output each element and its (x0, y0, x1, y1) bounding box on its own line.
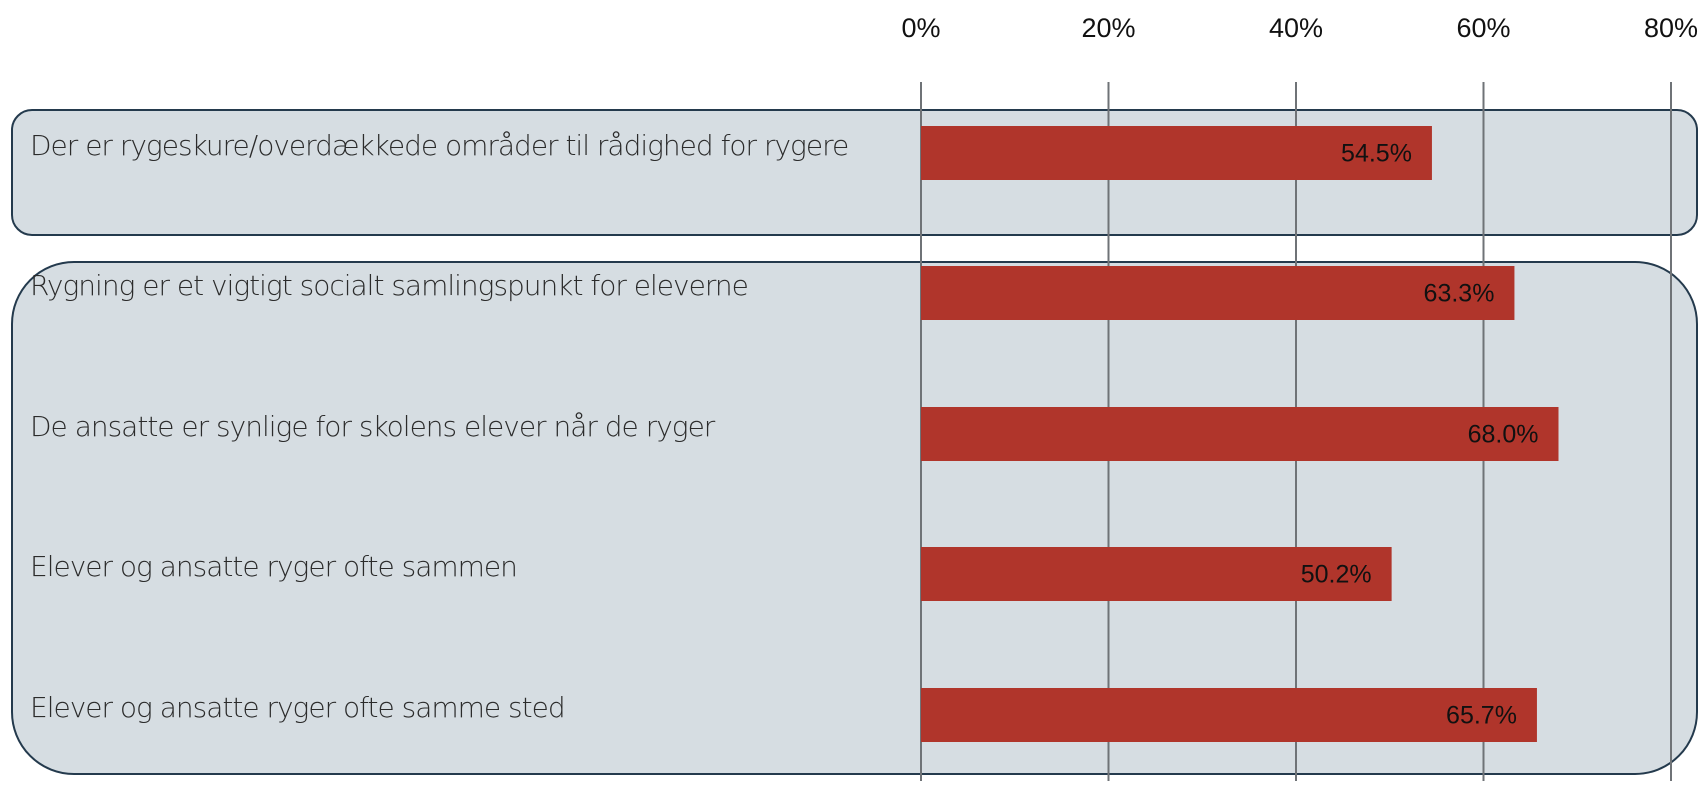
group-box (11, 261, 1698, 775)
value-label: 54.5% (1341, 140, 1412, 168)
bar (921, 266, 1515, 320)
category-label: Rygning er et vigtigt socialt samlingspu… (30, 269, 748, 302)
category-label: De ansatte er synlige for skolens elever… (30, 410, 716, 443)
bar (921, 547, 1392, 601)
category-label: Elever og ansatte ryger ofte samme sted (30, 691, 565, 724)
x-tick-label: 0% (901, 13, 940, 43)
x-tick-label: 80% (1644, 13, 1698, 43)
x-tick-label: 40% (1269, 13, 1323, 43)
value-label: 50.2% (1301, 561, 1372, 589)
bar (921, 688, 1537, 742)
value-label: 68.0% (1468, 421, 1539, 449)
bar (921, 407, 1559, 461)
value-label: 65.7% (1446, 702, 1517, 730)
value-label: 63.3% (1424, 280, 1495, 308)
x-tick-label: 60% (1456, 13, 1510, 43)
category-label: Elever og ansatte ryger ofte sammen (30, 550, 517, 583)
bar (921, 126, 1432, 180)
x-tick-label: 20% (1081, 13, 1135, 43)
category-label: Der er rygeskure/overdækkede områder til… (30, 129, 848, 162)
